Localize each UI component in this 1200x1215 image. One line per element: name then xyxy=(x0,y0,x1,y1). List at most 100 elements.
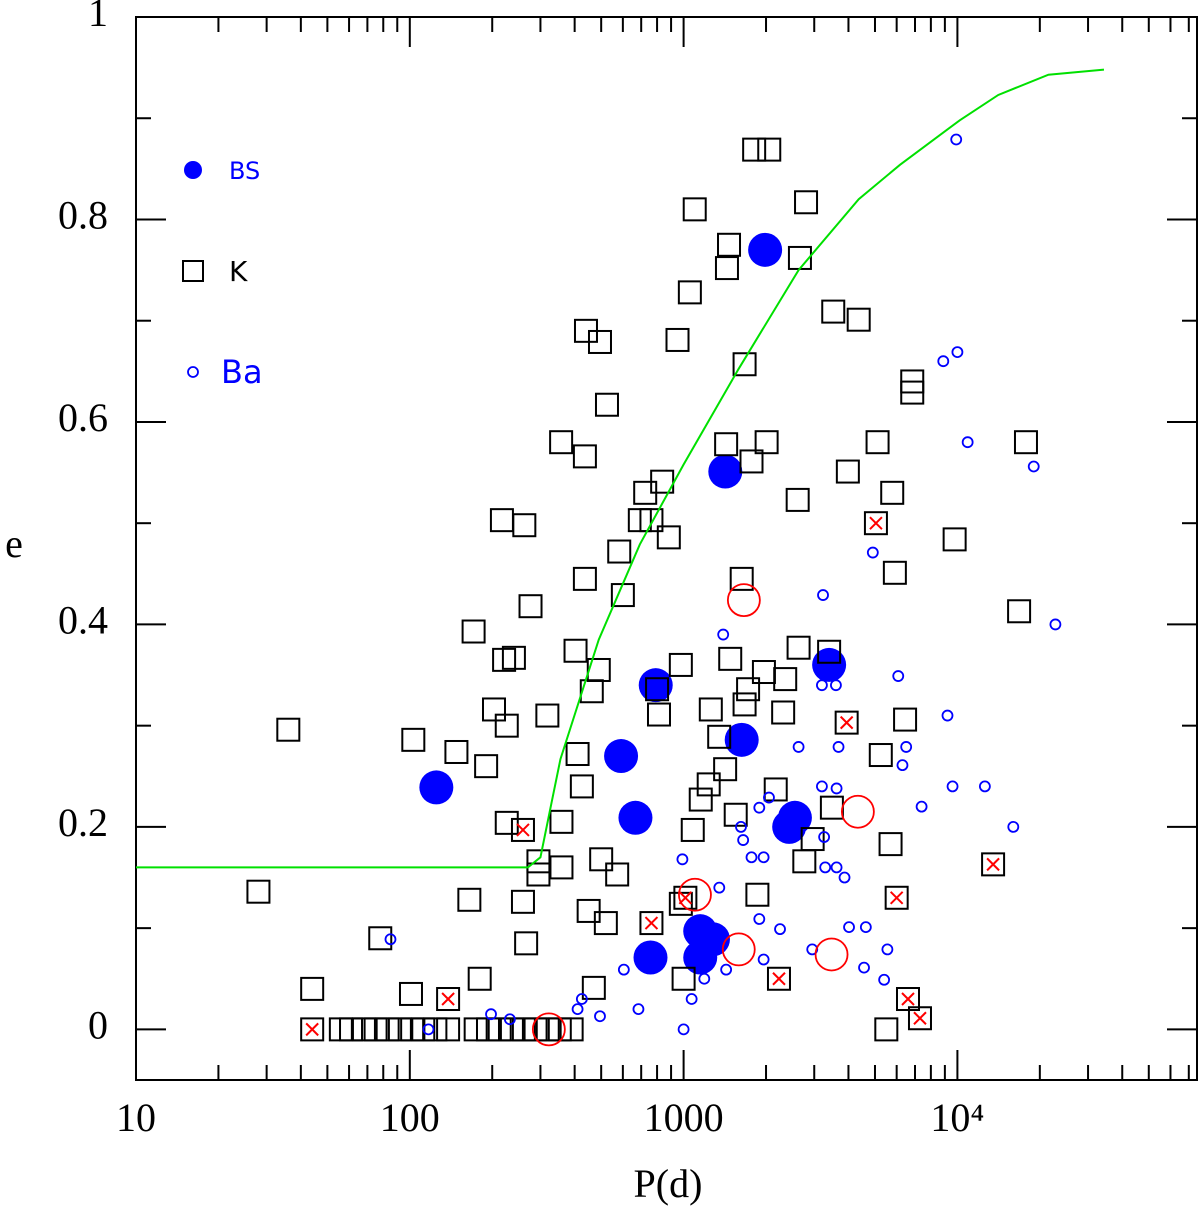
y-tick-label: 1 xyxy=(88,0,108,35)
point xyxy=(682,197,707,222)
point xyxy=(683,940,718,975)
point xyxy=(368,926,393,951)
y-tick-label: 0.2 xyxy=(58,800,108,845)
point xyxy=(668,652,693,677)
point xyxy=(714,432,739,457)
point xyxy=(771,700,796,725)
x-axis-label: P(d) xyxy=(634,1161,703,1206)
point xyxy=(572,444,597,469)
point xyxy=(817,589,829,601)
point xyxy=(950,133,963,146)
point xyxy=(501,645,526,670)
point xyxy=(818,831,831,843)
point xyxy=(745,882,770,907)
point xyxy=(708,454,743,489)
point xyxy=(503,1013,516,1026)
point xyxy=(986,857,1000,872)
point xyxy=(1007,599,1032,624)
point xyxy=(800,827,825,852)
point xyxy=(882,560,907,585)
point xyxy=(639,911,664,936)
point xyxy=(830,782,843,795)
point xyxy=(834,710,859,735)
point xyxy=(463,1017,488,1042)
point xyxy=(461,619,486,644)
point xyxy=(874,1017,899,1042)
point xyxy=(607,539,632,564)
point xyxy=(961,436,974,449)
point xyxy=(572,566,597,591)
curve xyxy=(136,68,1105,869)
point xyxy=(246,879,271,904)
point xyxy=(531,1012,566,1047)
point xyxy=(840,794,875,829)
point xyxy=(593,911,618,936)
point xyxy=(774,923,786,936)
point xyxy=(576,898,601,923)
point xyxy=(763,791,775,804)
point xyxy=(698,697,723,722)
point xyxy=(717,232,742,257)
point xyxy=(423,1017,448,1042)
x-tick-label: 1000 xyxy=(644,1095,724,1140)
x-tick-label: 100 xyxy=(380,1095,440,1140)
plot-frame xyxy=(135,16,1198,1081)
point xyxy=(881,943,894,956)
point xyxy=(718,646,743,671)
point xyxy=(375,1017,400,1042)
point xyxy=(753,801,766,814)
point xyxy=(436,1017,461,1042)
point xyxy=(868,743,893,768)
legend-marker xyxy=(184,161,202,179)
point xyxy=(729,566,754,591)
point xyxy=(1013,430,1038,455)
point xyxy=(713,881,726,894)
point xyxy=(401,727,426,752)
point xyxy=(665,327,690,352)
point xyxy=(981,852,1006,877)
point xyxy=(673,885,698,910)
point xyxy=(748,232,783,267)
point xyxy=(467,966,492,991)
point xyxy=(819,795,844,820)
point xyxy=(736,677,761,702)
point xyxy=(644,916,659,930)
legend-label: Ba xyxy=(221,353,263,391)
point xyxy=(880,480,905,505)
point xyxy=(812,647,847,682)
point xyxy=(792,849,817,874)
point xyxy=(745,851,758,864)
point xyxy=(639,508,664,533)
point xyxy=(305,1022,319,1037)
point xyxy=(751,660,776,685)
point xyxy=(581,975,606,1000)
point xyxy=(510,817,535,842)
point xyxy=(819,861,832,874)
point xyxy=(839,715,854,730)
point xyxy=(339,1017,364,1042)
point xyxy=(633,940,668,975)
point xyxy=(737,834,750,846)
point xyxy=(863,511,888,536)
point xyxy=(901,992,915,1006)
point xyxy=(444,739,469,764)
point xyxy=(632,1003,645,1016)
point xyxy=(889,891,904,905)
point xyxy=(474,754,499,779)
point xyxy=(481,697,506,722)
point xyxy=(821,299,846,324)
point xyxy=(735,821,747,833)
point xyxy=(913,1011,927,1025)
point xyxy=(587,329,612,354)
point xyxy=(489,508,514,533)
point xyxy=(526,862,551,887)
point xyxy=(946,780,959,793)
point xyxy=(688,787,713,812)
point xyxy=(858,961,870,974)
y-tick-label: 0 xyxy=(88,1003,108,1048)
point xyxy=(859,921,872,934)
point xyxy=(363,1017,388,1042)
legend-marker xyxy=(182,260,204,282)
point xyxy=(604,739,639,774)
legend-label: K xyxy=(229,255,248,288)
